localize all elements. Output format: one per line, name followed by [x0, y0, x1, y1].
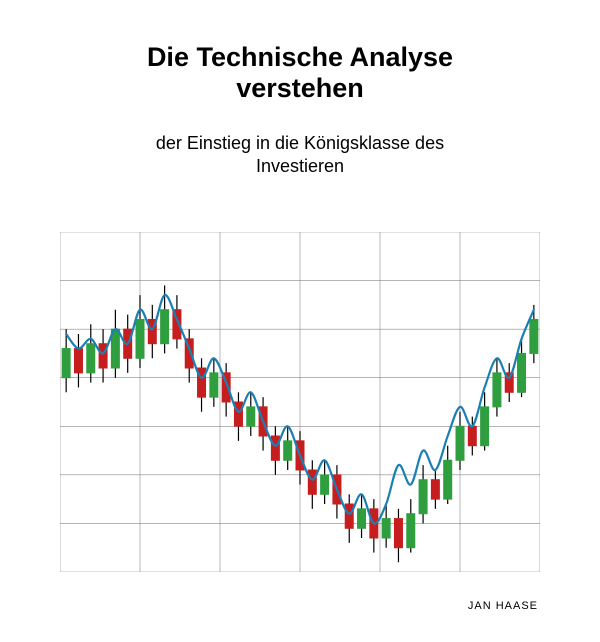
candlestick-chart: [60, 232, 540, 572]
author-label: JAN HAASE: [468, 600, 538, 612]
subtitle: der Einstieg in die Königsklasse des Inv…: [0, 132, 600, 177]
chart-svg: [60, 232, 540, 572]
title-line-2: verstehen: [0, 73, 600, 104]
subtitle-line-1: der Einstieg in die Königsklasse des: [0, 132, 600, 155]
title-line-1: Die Technische Analyse: [0, 42, 600, 73]
main-title: Die Technische Analyse verstehen: [0, 42, 600, 104]
subtitle-line-2: Investieren: [0, 155, 600, 178]
